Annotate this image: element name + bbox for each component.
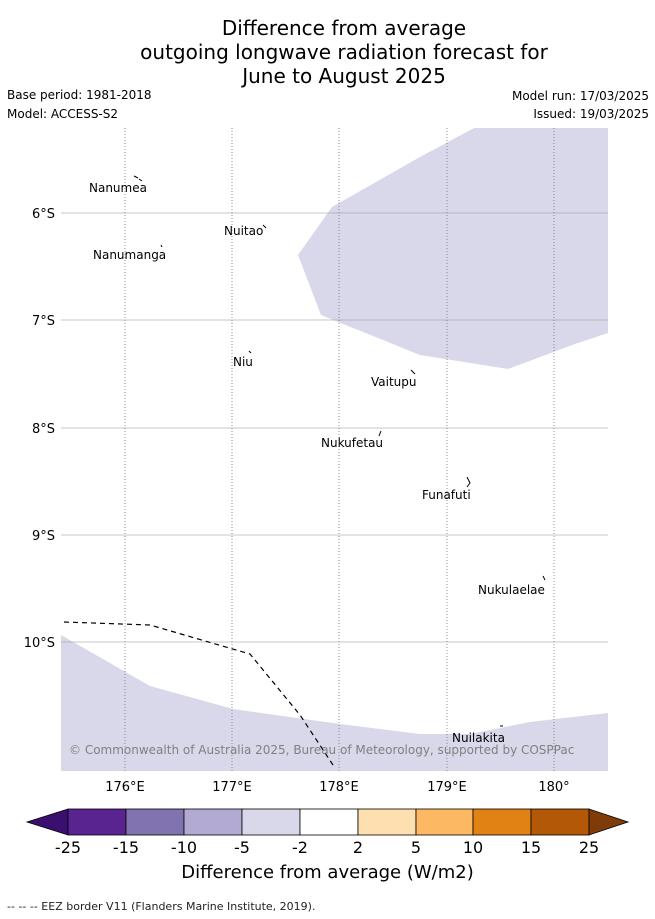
colorbar-segment-9 — [530, 808, 590, 836]
colorbar-tick-labels: -25 -15 -10 -5 -2 2 5 10 15 25 — [55, 838, 599, 857]
colorbar-tick: -2 — [292, 838, 308, 857]
longitude-labels: 176°E 177°E 178°E 179°E 180° — [105, 780, 569, 795]
colorbar-tick: 15 — [521, 838, 541, 857]
island-nanumea — [133, 175, 143, 182]
copyright-notice: © Commonwealth of Australia 2025, Bureau… — [69, 743, 574, 757]
latitude-labels: 6°S 7°S 8°S 9°S 10°S — [24, 207, 55, 651]
colorbar-segment-7 — [415, 808, 474, 836]
island-shapes — [133, 175, 546, 727]
colorbar-tick: 25 — [579, 838, 599, 857]
island-nanumanga — [160, 244, 163, 248]
lat-label-6s: 6°S — [32, 207, 55, 222]
colorbar — [25, 808, 630, 836]
anomaly-region-northeast — [298, 128, 608, 369]
place-label-nukulaelae: Nukulaelae — [478, 583, 545, 597]
colorbar-tick: -10 — [171, 838, 197, 857]
base-period: Base period: 1981-2018 — [7, 88, 152, 102]
lat-label-7s: 7°S — [32, 314, 55, 329]
colorbar-tick: 10 — [463, 838, 483, 857]
place-labels: Nanumea Nuitao Nanumanga Niu Vaitupu Nuk… — [89, 181, 545, 745]
island-funafuti — [466, 476, 471, 488]
latitude-gridlines — [61, 212, 608, 643]
colorbar-tick: 5 — [411, 838, 421, 857]
lat-label-9s: 9°S — [32, 529, 55, 544]
colorbar-segment-6 — [357, 808, 417, 836]
model-run: Model run: 17/03/2025 — [511, 89, 649, 103]
colorbar-tick: 2 — [353, 838, 363, 857]
place-label-nukufetau: Nukufetau — [321, 436, 383, 450]
longitude-gridlines — [124, 128, 555, 771]
eez-footnote: -- -- -- EEZ border V11 (Flanders Marine… — [7, 900, 316, 913]
island-nukulaelae — [542, 575, 546, 581]
colorbar-segment-5 — [299, 808, 359, 836]
place-label-nuilakita: Nuilakita — [452, 731, 505, 745]
lon-label-176e: 176°E — [105, 780, 145, 795]
colorbar-tick: -15 — [113, 838, 139, 857]
lon-label-178e: 178°E — [319, 780, 359, 795]
map-title: Difference from average outgoing longwav… — [0, 16, 655, 88]
anomaly-region-south — [61, 635, 608, 771]
place-label-nuitao: Nuitao — [224, 224, 263, 238]
eez-border — [63, 621, 336, 769]
colorbar-label: Difference from average (W/m2) — [181, 862, 474, 883]
colorbar-tick: -5 — [234, 838, 250, 857]
issued-date: Issued: 19/03/2025 — [533, 107, 649, 121]
island-vaitupu — [410, 369, 416, 375]
place-label-nanumea: Nanumea — [89, 181, 147, 195]
island-niu — [248, 350, 252, 354]
place-label-nanumanga: Nanumanga — [93, 248, 166, 262]
colorbar-segment-3 — [183, 808, 243, 836]
place-label-funafuti: Funafuti — [422, 488, 471, 502]
lon-label-177e: 177°E — [212, 780, 252, 795]
lon-label-179e: 179°E — [427, 780, 467, 795]
colorbar-high-extension — [588, 808, 630, 836]
map-panel: Nanumea Nuitao Nanumanga Niu Vaitupu Nuk… — [61, 128, 608, 771]
title-line-1: Difference from average — [221, 16, 467, 40]
colorbar-tick: -25 — [55, 838, 81, 857]
model-name: Model: ACCESS-S2 — [7, 107, 119, 121]
lon-label-180: 180° — [538, 780, 569, 795]
colorbar-segment-1 — [67, 808, 127, 836]
colorbar-low-extension — [25, 808, 69, 836]
lat-label-8s: 8°S — [32, 422, 55, 437]
colorbar-segment-4 — [241, 808, 301, 836]
place-label-niu: Niu — [233, 355, 253, 369]
lat-label-10s: 10°S — [24, 636, 55, 651]
island-nuitao — [262, 224, 267, 229]
colorbar-segment-8 — [472, 808, 532, 836]
title-line-3: June to August 2025 — [242, 64, 446, 88]
colorbar-segment-2 — [125, 808, 185, 836]
place-label-vaitupu: Vaitupu — [371, 375, 417, 389]
island-nukufetau — [378, 430, 382, 437]
title-line-2: outgoing longwave radiation forecast for — [140, 40, 548, 64]
